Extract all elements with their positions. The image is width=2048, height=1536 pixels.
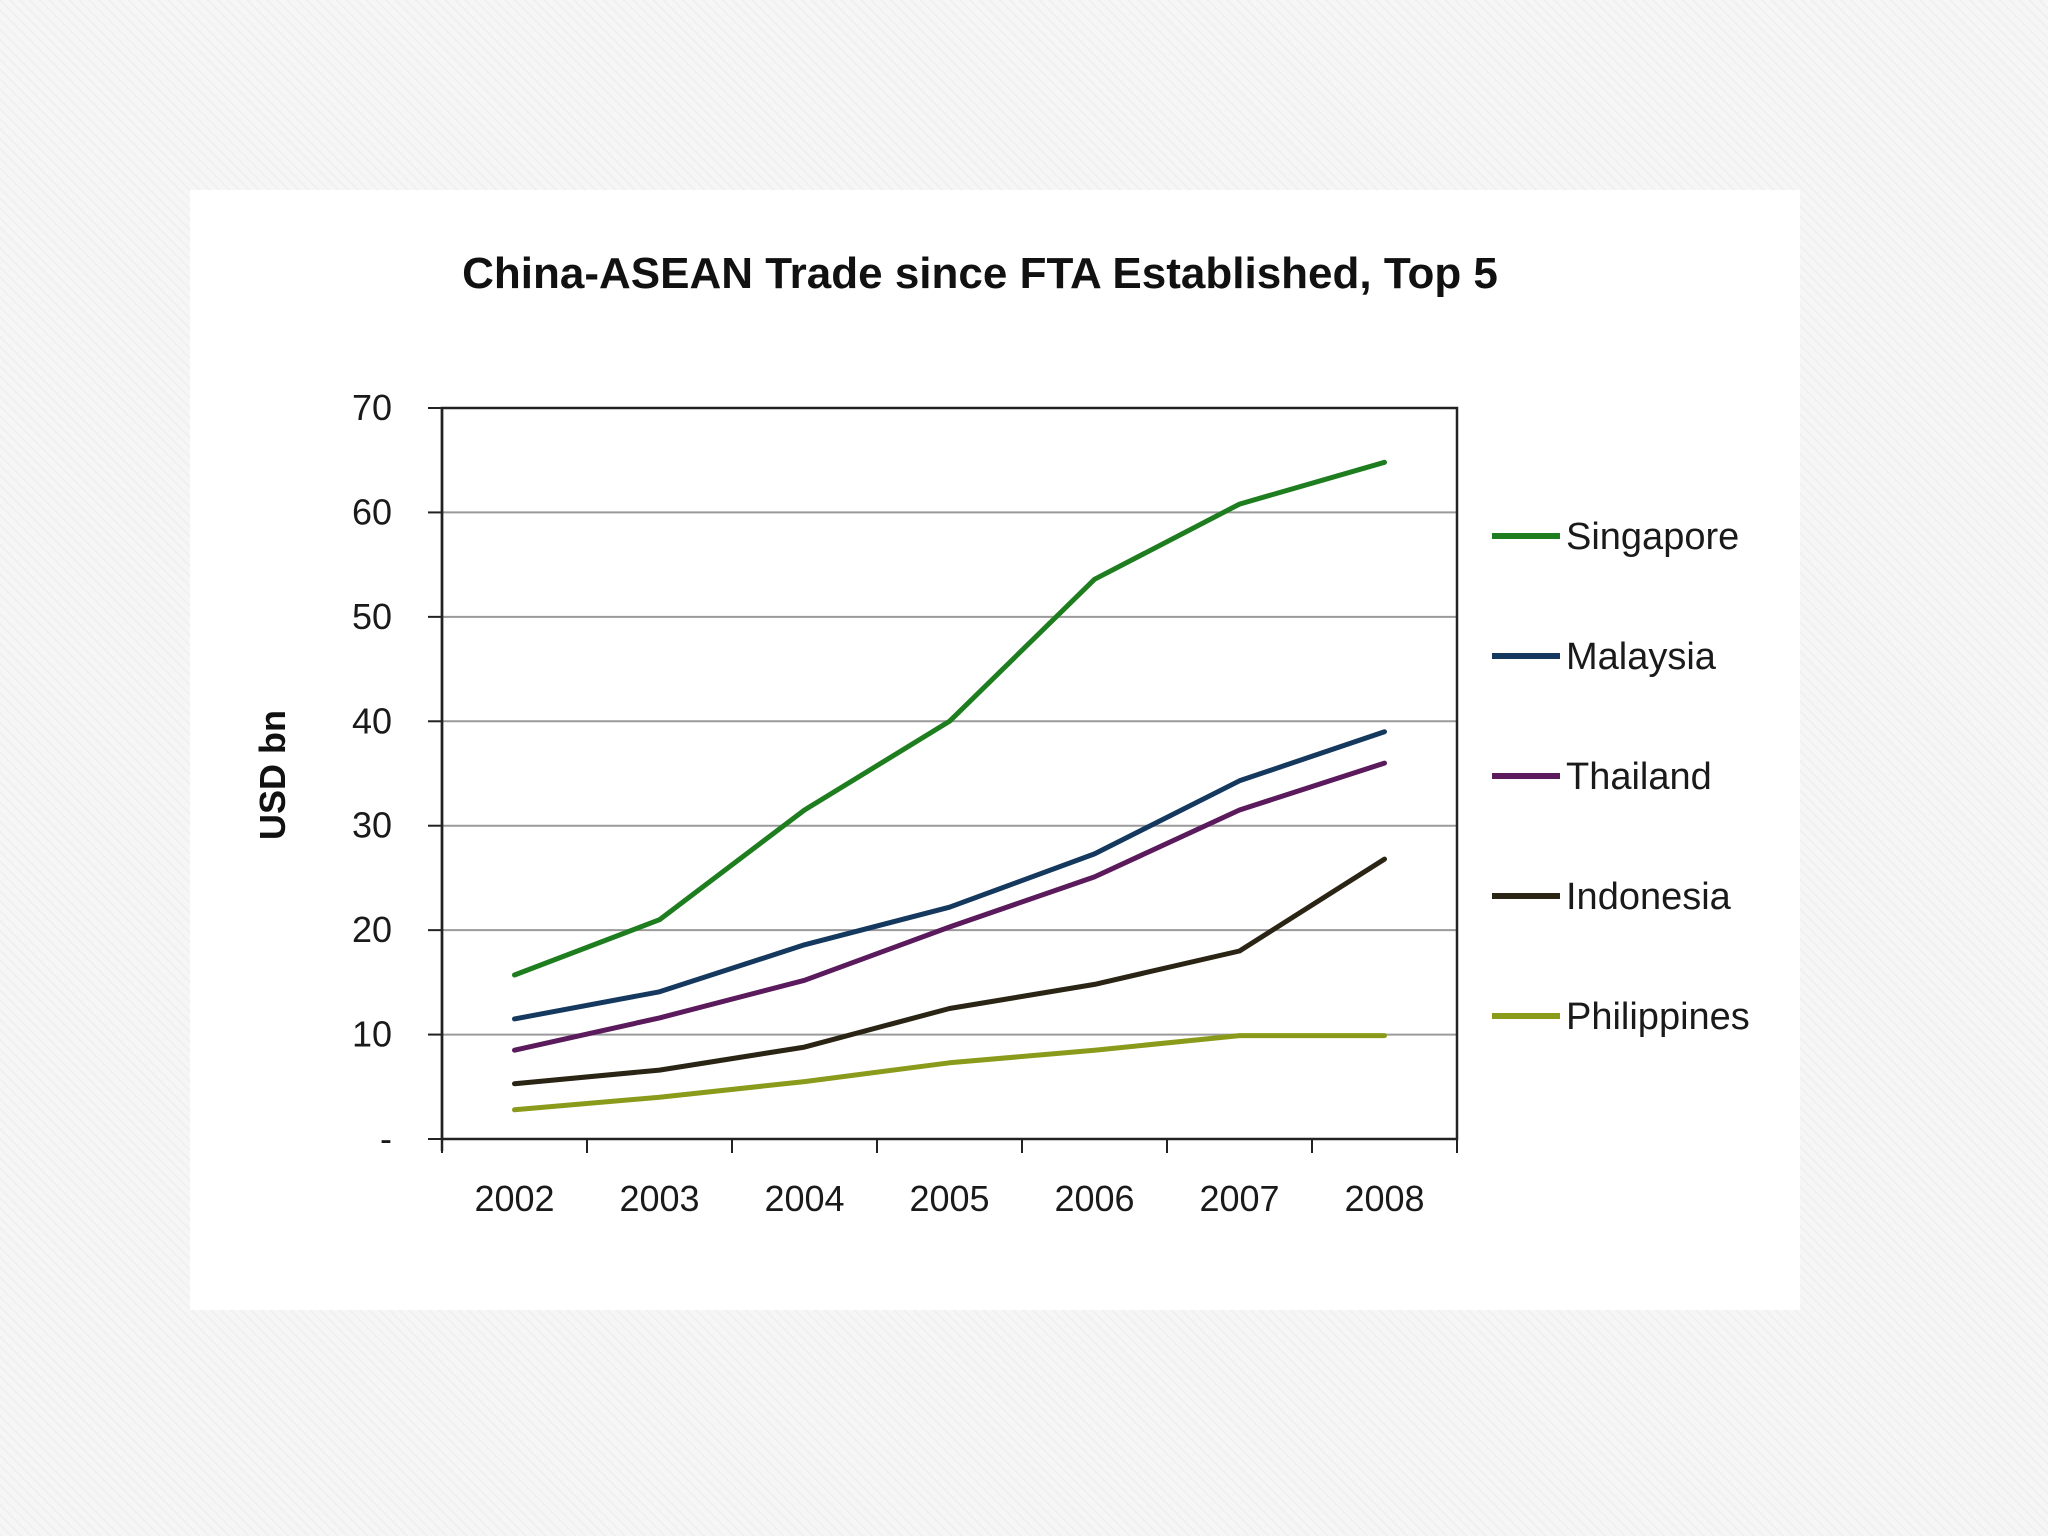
legend-label-indonesia: Indonesia [1566,876,1732,918]
series-line-thailand [512,760,1387,1053]
gridlines [442,511,1457,1036]
y-tick-label: 60 [352,491,392,532]
series-line-indonesia [512,856,1387,1087]
x-tick-label: 2004 [764,1178,844,1219]
y-tick-label: - [380,1118,392,1159]
y-tick-label: 20 [352,909,392,950]
chart-title: China-ASEAN Trade since FTA Established,… [462,249,1498,298]
y-tick-label: 50 [352,596,392,637]
series-line-malaysia [512,729,1387,1022]
legend-label-malaysia: Malaysia [1566,636,1717,678]
series-line-philippines [512,1033,1387,1113]
x-tick-label: 2008 [1344,1178,1424,1219]
series-line-singapore [512,459,1387,978]
legend-label-thailand: Thailand [1566,756,1712,798]
x-tick-label: 2005 [909,1178,989,1219]
y-axis-label: USD bn [252,710,293,840]
axes: - 10 20 30 40 50 60 70 2002 2003 2004 2005 2006 2007 2… [352,387,1459,1219]
x-tick-label: 2002 [474,1178,554,1219]
chart-card [190,190,1800,1310]
y-tick-label: 10 [352,1014,392,1055]
legend-label-philippines: Philippines [1566,996,1750,1038]
y-tick-label: 70 [352,387,392,428]
x-tick-label: 2006 [1054,1178,1134,1219]
legend: Singapore Malaysia Thailand Indonesia Philip… [1492,516,1750,1038]
y-tick-label: 40 [352,700,392,741]
legend-label-singapore: Singapore [1566,516,1739,558]
plot-frame [440,406,1459,1141]
x-tick-label: 2007 [1199,1178,1279,1219]
series-lines [512,459,1387,1113]
y-tick-label: 30 [352,805,392,846]
x-tick-label: 2003 [619,1178,699,1219]
